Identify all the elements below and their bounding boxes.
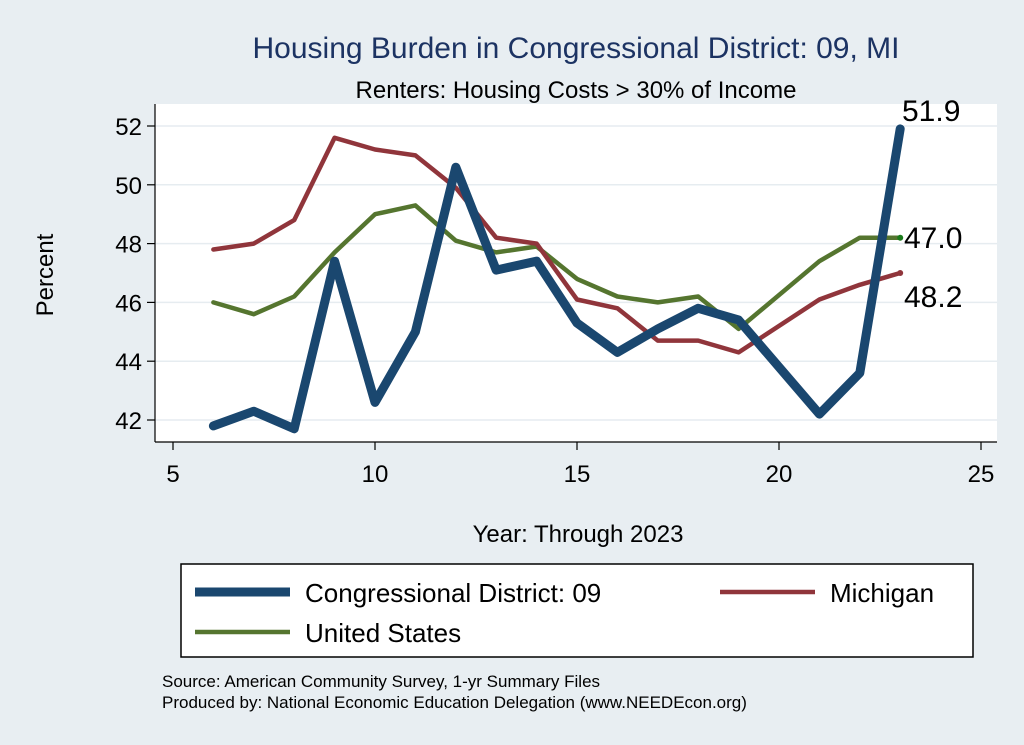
y-tick-label: 52: [115, 114, 142, 141]
end-value-label: 48.2: [904, 281, 962, 314]
series-line-congressional-district-09: [208, 124, 905, 434]
y-tick-label: 50: [115, 173, 142, 200]
end-value-label: 47.0: [904, 222, 962, 255]
chart-title: Housing Burden in Congressional District…: [253, 32, 900, 65]
y-axis-label: Percent: [32, 233, 59, 316]
x-tick-label: 20: [766, 461, 793, 488]
x-tick-label: 10: [362, 461, 389, 488]
legend-label: Congressional District: 09: [305, 578, 601, 608]
y-tick-label: 42: [115, 408, 142, 435]
plot-area: [155, 104, 997, 442]
x-tick-label: 5: [166, 461, 179, 488]
producer-note: Produced by: National Economic Education…: [162, 693, 747, 712]
x-tick-label: 25: [968, 461, 995, 488]
legend: [180, 563, 974, 658]
y-tick-label: 46: [115, 290, 142, 317]
end-value-label: 51.9: [902, 95, 960, 128]
x-axis-label: Year: Through 2023: [473, 521, 684, 548]
series-end-point: [897, 125, 904, 132]
y-tick-label: 44: [115, 349, 142, 376]
series-end-point: [897, 270, 904, 276]
series-line-michigan: [211, 135, 903, 355]
series-end-point: [897, 234, 904, 241]
x-tick-label: 15: [564, 461, 591, 488]
legend-label: United States: [305, 618, 461, 648]
source-note: Source: American Community Survey, 1-yr …: [162, 672, 600, 691]
chart-subtitle: Renters: Housing Costs > 30% of Income: [356, 77, 797, 104]
y-tick-label: 48: [115, 232, 142, 259]
legend-label: Michigan: [830, 578, 934, 608]
